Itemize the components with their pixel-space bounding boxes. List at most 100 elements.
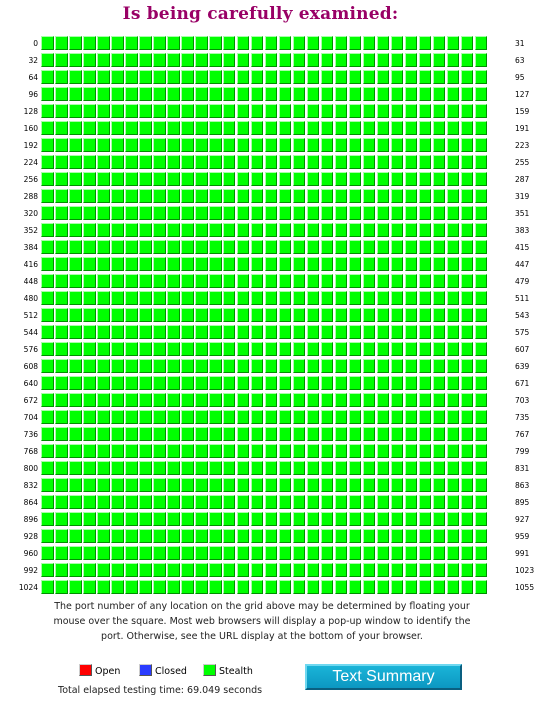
port-cell[interactable]: [390, 138, 404, 152]
port-cell[interactable]: [82, 393, 96, 407]
port-cell[interactable]: [96, 53, 110, 67]
port-cell[interactable]: [208, 53, 222, 67]
port-cell[interactable]: [82, 529, 96, 543]
port-cell[interactable]: [236, 359, 250, 373]
port-cell[interactable]: [54, 563, 68, 577]
port-cell[interactable]: [138, 172, 152, 186]
port-cell[interactable]: [41, 563, 54, 577]
port-cell[interactable]: [96, 223, 110, 237]
port-cell[interactable]: [54, 478, 68, 492]
port-cell[interactable]: [460, 376, 474, 390]
port-cell[interactable]: [348, 274, 362, 288]
port-cell[interactable]: [278, 104, 292, 118]
port-cell[interactable]: [264, 444, 278, 458]
port-cell[interactable]: [292, 461, 306, 475]
port-cell[interactable]: [208, 393, 222, 407]
port-cell[interactable]: [236, 53, 250, 67]
port-cell[interactable]: [222, 342, 236, 356]
port-cell[interactable]: [264, 36, 278, 50]
port-cell[interactable]: [432, 206, 446, 220]
port-cell[interactable]: [320, 495, 334, 509]
port-cell[interactable]: [236, 138, 250, 152]
port-cell[interactable]: [250, 376, 264, 390]
port-cell[interactable]: [390, 563, 404, 577]
port-cell[interactable]: [222, 410, 236, 424]
port-cell[interactable]: [460, 444, 474, 458]
port-cell[interactable]: [474, 546, 488, 560]
port-cell[interactable]: [124, 580, 138, 594]
port-cell[interactable]: [264, 529, 278, 543]
port-cell[interactable]: [320, 461, 334, 475]
port-cell[interactable]: [334, 257, 348, 271]
port-cell[interactable]: [446, 393, 460, 407]
port-cell[interactable]: [292, 580, 306, 594]
port-cell[interactable]: [194, 70, 208, 84]
port-cell[interactable]: [278, 53, 292, 67]
port-cell[interactable]: [320, 529, 334, 543]
port-cell[interactable]: [124, 36, 138, 50]
port-cell[interactable]: [404, 155, 418, 169]
port-cell[interactable]: [418, 155, 432, 169]
port-cell[interactable]: [124, 291, 138, 305]
port-cell[interactable]: [348, 257, 362, 271]
port-cell[interactable]: [278, 478, 292, 492]
port-cell[interactable]: [41, 495, 54, 509]
port-cell[interactable]: [446, 342, 460, 356]
port-cell[interactable]: [432, 189, 446, 203]
port-cell[interactable]: [166, 546, 180, 560]
port-cell[interactable]: [474, 359, 488, 373]
port-cell[interactable]: [460, 512, 474, 526]
port-cell[interactable]: [474, 342, 488, 356]
port-cell[interactable]: [152, 512, 166, 526]
port-cell[interactable]: [166, 376, 180, 390]
port-cell[interactable]: [418, 563, 432, 577]
port-cell[interactable]: [68, 53, 82, 67]
port-cell[interactable]: [362, 87, 376, 101]
port-cell[interactable]: [418, 223, 432, 237]
port-cell[interactable]: [264, 478, 278, 492]
port-cell[interactable]: [362, 410, 376, 424]
port-cell[interactable]: [208, 206, 222, 220]
port-cell[interactable]: [278, 155, 292, 169]
port-cell[interactable]: [180, 393, 194, 407]
port-cell[interactable]: [68, 512, 82, 526]
port-cell[interactable]: [41, 512, 54, 526]
port-cell[interactable]: [390, 325, 404, 339]
port-cell[interactable]: [222, 427, 236, 441]
port-cell[interactable]: [390, 257, 404, 271]
port-cell[interactable]: [418, 580, 432, 594]
port-cell[interactable]: [404, 495, 418, 509]
port-cell[interactable]: [138, 87, 152, 101]
port-cell[interactable]: [446, 87, 460, 101]
port-cell[interactable]: [236, 427, 250, 441]
port-cell[interactable]: [41, 189, 54, 203]
port-cell[interactable]: [194, 240, 208, 254]
port-cell[interactable]: [334, 274, 348, 288]
port-cell[interactable]: [110, 155, 124, 169]
port-cell[interactable]: [152, 580, 166, 594]
port-cell[interactable]: [446, 274, 460, 288]
port-cell[interactable]: [250, 291, 264, 305]
port-cell[interactable]: [194, 546, 208, 560]
port-cell[interactable]: [82, 240, 96, 254]
port-cell[interactable]: [292, 155, 306, 169]
port-cell[interactable]: [250, 138, 264, 152]
port-cell[interactable]: [362, 240, 376, 254]
port-cell[interactable]: [404, 257, 418, 271]
port-cell[interactable]: [292, 393, 306, 407]
port-cell[interactable]: [41, 36, 54, 50]
port-cell[interactable]: [446, 478, 460, 492]
port-cell[interactable]: [68, 563, 82, 577]
port-cell[interactable]: [306, 121, 320, 135]
port-cell[interactable]: [110, 478, 124, 492]
port-cell[interactable]: [180, 121, 194, 135]
port-cell[interactable]: [68, 70, 82, 84]
port-cell[interactable]: [264, 342, 278, 356]
port-cell[interactable]: [460, 495, 474, 509]
port-cell[interactable]: [432, 512, 446, 526]
port-cell[interactable]: [208, 512, 222, 526]
port-cell[interactable]: [474, 257, 488, 271]
port-cell[interactable]: [446, 444, 460, 458]
port-cell[interactable]: [306, 223, 320, 237]
port-cell[interactable]: [264, 155, 278, 169]
